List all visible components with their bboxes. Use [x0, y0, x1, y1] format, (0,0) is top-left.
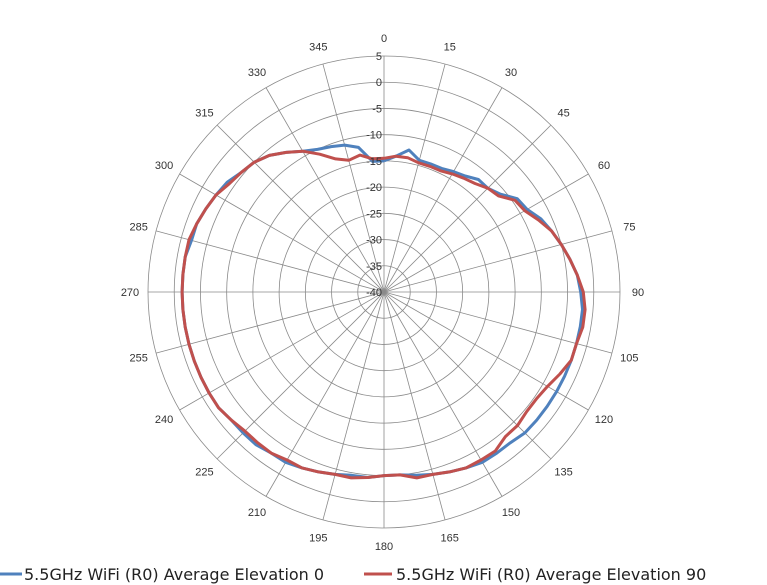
radial-axis-label: -10	[366, 130, 382, 142]
radial-axis-label: -40	[366, 287, 382, 299]
angular-gridline	[383, 291, 552, 460]
radial-axis-label: -20	[366, 182, 382, 194]
angle-label: 315	[195, 107, 213, 119]
radial-axis-labels: 5 0 -5 -10 -15 -20 -25 -30 -35 -40	[366, 51, 382, 299]
angular-gridline	[383, 63, 446, 293]
angular-gridline	[322, 63, 385, 293]
legend: 5.5GHz WiFi (R0) Average Elevation 0 5.5…	[0, 565, 706, 584]
angle-axis-labels: 0 15 30 45 60 75 90 105 120 135 150 165 180 195 210 225…	[121, 33, 644, 553]
angular-gridline	[383, 124, 552, 293]
radial-axis-label: -25	[366, 208, 382, 220]
radial-axis-label: 0	[376, 77, 382, 89]
angle-label: 90	[632, 287, 644, 299]
angular-gridlines	[148, 56, 620, 528]
angle-label: 45	[557, 107, 569, 119]
angular-gridline	[265, 87, 385, 293]
series-lines	[180, 143, 587, 480]
angle-label: 75	[623, 221, 635, 233]
legend-label-elevation-0: 5.5GHz WiFi (R0) Average Elevation 0	[24, 565, 324, 584]
radial-axis-label: -15	[366, 156, 382, 168]
angular-gridline	[383, 291, 446, 521]
angle-label: 150	[502, 507, 520, 519]
angle-label: 135	[554, 467, 572, 479]
legend-label-elevation-90: 5.5GHz WiFi (R0) Average Elevation 90	[396, 565, 706, 584]
angular-gridline	[383, 291, 613, 354]
angle-label: 165	[441, 532, 459, 544]
radial-axis-label: -35	[366, 261, 382, 273]
angle-label: 0	[381, 33, 387, 45]
angle-label: 60	[598, 160, 610, 172]
angle-label: 30	[505, 67, 517, 79]
angle-label: 105	[620, 353, 638, 365]
radial-axis-label: -5	[372, 103, 382, 115]
angular-gridline	[383, 291, 589, 411]
angular-gridline	[179, 291, 385, 411]
angular-gridline	[322, 291, 385, 521]
angle-label: 240	[155, 414, 173, 426]
angular-gridline	[383, 230, 613, 293]
series-line-elevation-90	[180, 149, 587, 480]
angular-gridline	[383, 173, 589, 293]
radial-axis-label: -30	[366, 235, 382, 247]
angle-label: 345	[309, 42, 327, 54]
angle-label: 330	[248, 67, 266, 79]
angle-label: 300	[155, 160, 173, 172]
angular-gridline	[383, 87, 503, 293]
angle-label: 225	[195, 467, 213, 479]
angle-label: 270	[121, 287, 139, 299]
angular-gridline	[179, 173, 385, 293]
angular-gridline	[155, 230, 385, 293]
angle-label: 180	[375, 541, 393, 553]
angular-gridline	[216, 124, 385, 293]
angle-label: 285	[129, 221, 147, 233]
angle-label: 255	[129, 353, 147, 365]
angle-label: 195	[309, 532, 327, 544]
angle-label: 120	[595, 414, 613, 426]
angle-label: 15	[444, 42, 456, 54]
angular-gridline	[155, 291, 385, 354]
angle-label: 210	[248, 507, 266, 519]
radial-axis-label: 5	[376, 51, 382, 63]
